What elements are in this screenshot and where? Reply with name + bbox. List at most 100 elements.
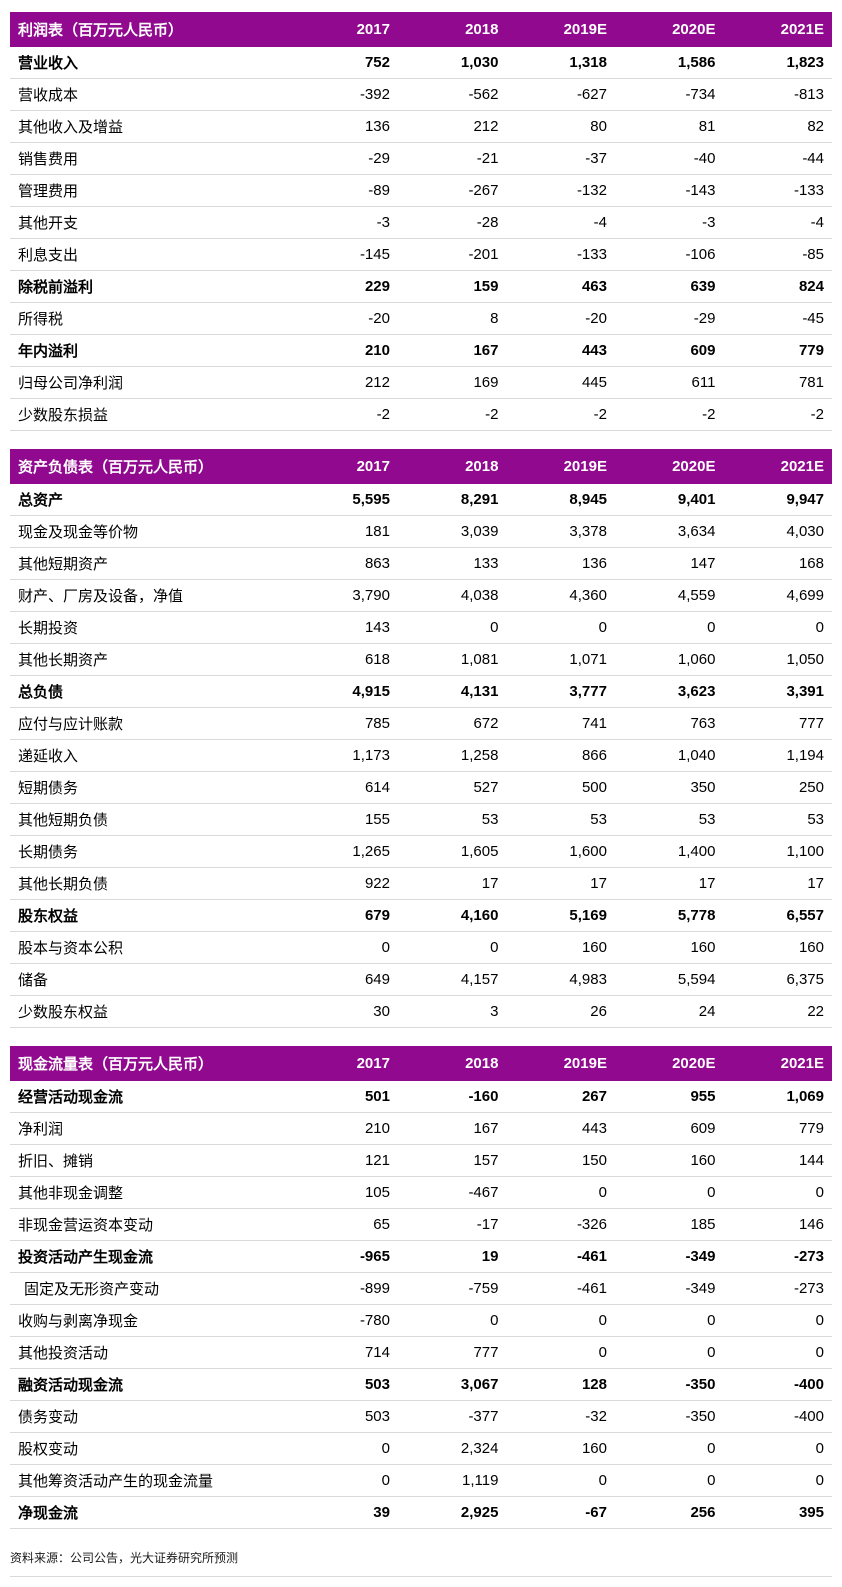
row-label: 短期债务 xyxy=(10,771,290,804)
row-value: 741 xyxy=(506,707,615,740)
row-value: -3 xyxy=(614,206,724,239)
table-title: 现金流量表（百万元人民币） xyxy=(10,1046,290,1081)
row-value: 4,360 xyxy=(506,579,615,612)
table-row: 净利润 210 167 443 609 779 xyxy=(10,1112,832,1145)
row-value: 0 xyxy=(723,1432,832,1465)
table-row: 折旧、摊销 121 157 150 160 144 xyxy=(10,1144,832,1177)
row-value: 0 xyxy=(614,1336,724,1369)
row-value: -67 xyxy=(506,1496,615,1529)
table-row: 其他短期负债 155 53 53 53 53 xyxy=(10,803,832,836)
row-value: 609 xyxy=(614,1112,724,1145)
row-value: 2,925 xyxy=(397,1496,507,1529)
row-value: 160 xyxy=(506,1432,615,1465)
row-value: 649 xyxy=(289,963,398,996)
table-row: 股本与资本公积 0 0 160 160 160 xyxy=(10,931,832,964)
row-value: 160 xyxy=(506,931,615,964)
row-value: 1,823 xyxy=(723,47,832,79)
row-label: 归母公司净利润 xyxy=(10,366,290,399)
row-value: 167 xyxy=(397,334,507,367)
row-label: 收购与剥离净现金 xyxy=(10,1304,290,1337)
financial-table: 现金流量表（百万元人民币） 2017 2018 2019E 2020E 2021E 经营活动… xyxy=(10,1046,832,1529)
row-value: -28 xyxy=(397,206,507,239)
table-row: 股东权益 679 4,160 5,169 5,778 6,557 xyxy=(10,899,832,932)
row-value: 229 xyxy=(289,270,398,303)
row-label: 净利润 xyxy=(10,1112,290,1145)
row-value: -32 xyxy=(506,1400,615,1433)
table-row: 归母公司净利润 212 169 445 611 781 xyxy=(10,366,832,399)
row-value: 155 xyxy=(289,803,398,836)
column-header-year: 2021E xyxy=(723,12,832,47)
row-label: 其他非现金调整 xyxy=(10,1176,290,1209)
row-value: 922 xyxy=(289,867,398,900)
row-value: 443 xyxy=(506,334,615,367)
row-value: 185 xyxy=(614,1208,724,1241)
table-row: 净现金流 39 2,925 -67 256 395 xyxy=(10,1496,832,1529)
table-row: 收购与剥离净现金 -780 0 0 0 0 xyxy=(10,1304,832,1337)
table-row: 除税前溢利 229 159 463 639 824 xyxy=(10,270,832,303)
row-value: 777 xyxy=(723,707,832,740)
row-label: 折旧、摊销 xyxy=(10,1144,290,1177)
row-value: 128 xyxy=(506,1368,615,1401)
row-label: 其他短期负债 xyxy=(10,803,290,836)
row-value: 500 xyxy=(506,771,615,804)
row-value: 6,557 xyxy=(723,899,832,932)
table-row: 其他投资活动 714 777 0 0 0 xyxy=(10,1336,832,1369)
table-row: 少数股东权益 30 3 26 24 22 xyxy=(10,995,832,1028)
row-value: 82 xyxy=(723,110,832,143)
row-value: 639 xyxy=(614,270,724,303)
row-label: 利息支出 xyxy=(10,238,290,271)
row-value: 5,169 xyxy=(506,899,615,932)
row-value: 1,040 xyxy=(614,739,724,772)
row-value: 5,595 xyxy=(289,484,398,516)
row-value: -400 xyxy=(723,1400,832,1433)
row-value: 0 xyxy=(506,611,615,644)
row-value: 6,375 xyxy=(723,963,832,996)
row-value: -734 xyxy=(614,78,724,111)
row-value: 611 xyxy=(614,366,724,399)
row-value: 0 xyxy=(614,1304,724,1337)
row-label: 递延收入 xyxy=(10,739,290,772)
row-value: 4,699 xyxy=(723,579,832,612)
row-value: -350 xyxy=(614,1400,724,1433)
row-value: -201 xyxy=(397,238,507,271)
row-value: 168 xyxy=(723,547,832,580)
row-label: 财产、厂房及设备，净值 xyxy=(10,579,290,612)
row-value: -273 xyxy=(723,1240,832,1273)
row-value: -400 xyxy=(723,1368,832,1401)
column-header-year: 2021E xyxy=(723,1046,832,1081)
row-value: -377 xyxy=(397,1400,507,1433)
column-header-year: 2021E xyxy=(723,449,832,484)
row-value: 0 xyxy=(614,611,724,644)
row-value: 609 xyxy=(614,334,724,367)
row-value: 136 xyxy=(506,547,615,580)
table-header-row: 现金流量表（百万元人民币） 2017 2018 2019E 2020E 2021E xyxy=(10,1046,832,1081)
column-header-year: 2018 xyxy=(397,449,507,484)
row-label: 总负债 xyxy=(10,675,290,708)
row-value: 752 xyxy=(289,47,398,79)
table-row: 其他收入及增益 136 212 80 81 82 xyxy=(10,110,832,143)
row-label: 经营活动现金流 xyxy=(10,1081,290,1113)
table-row: 管理费用 -89 -267 -132 -143 -133 xyxy=(10,174,832,207)
table-row: 短期债务 614 527 500 350 250 xyxy=(10,771,832,804)
row-value: 212 xyxy=(289,366,398,399)
row-label: 所得税 xyxy=(10,302,290,335)
row-value: 395 xyxy=(723,1496,832,1529)
row-value: 1,586 xyxy=(614,47,724,79)
row-label: 管理费用 xyxy=(10,174,290,207)
row-label: 少数股东损益 xyxy=(10,398,290,431)
row-value: 0 xyxy=(723,611,832,644)
row-value: 1,100 xyxy=(723,835,832,868)
column-header-year: 2018 xyxy=(397,12,507,47)
row-value: 1,081 xyxy=(397,643,507,676)
row-label: 其他长期负债 xyxy=(10,867,290,900)
row-value: 0 xyxy=(723,1336,832,1369)
row-label: 现金及现金等价物 xyxy=(10,515,290,548)
row-value: -813 xyxy=(723,78,832,111)
row-value: -145 xyxy=(289,238,398,271)
row-value: -3 xyxy=(289,206,398,239)
row-value: 3,391 xyxy=(723,675,832,708)
row-value: 1,071 xyxy=(506,643,615,676)
row-value: 160 xyxy=(614,1144,724,1177)
row-value: 527 xyxy=(397,771,507,804)
